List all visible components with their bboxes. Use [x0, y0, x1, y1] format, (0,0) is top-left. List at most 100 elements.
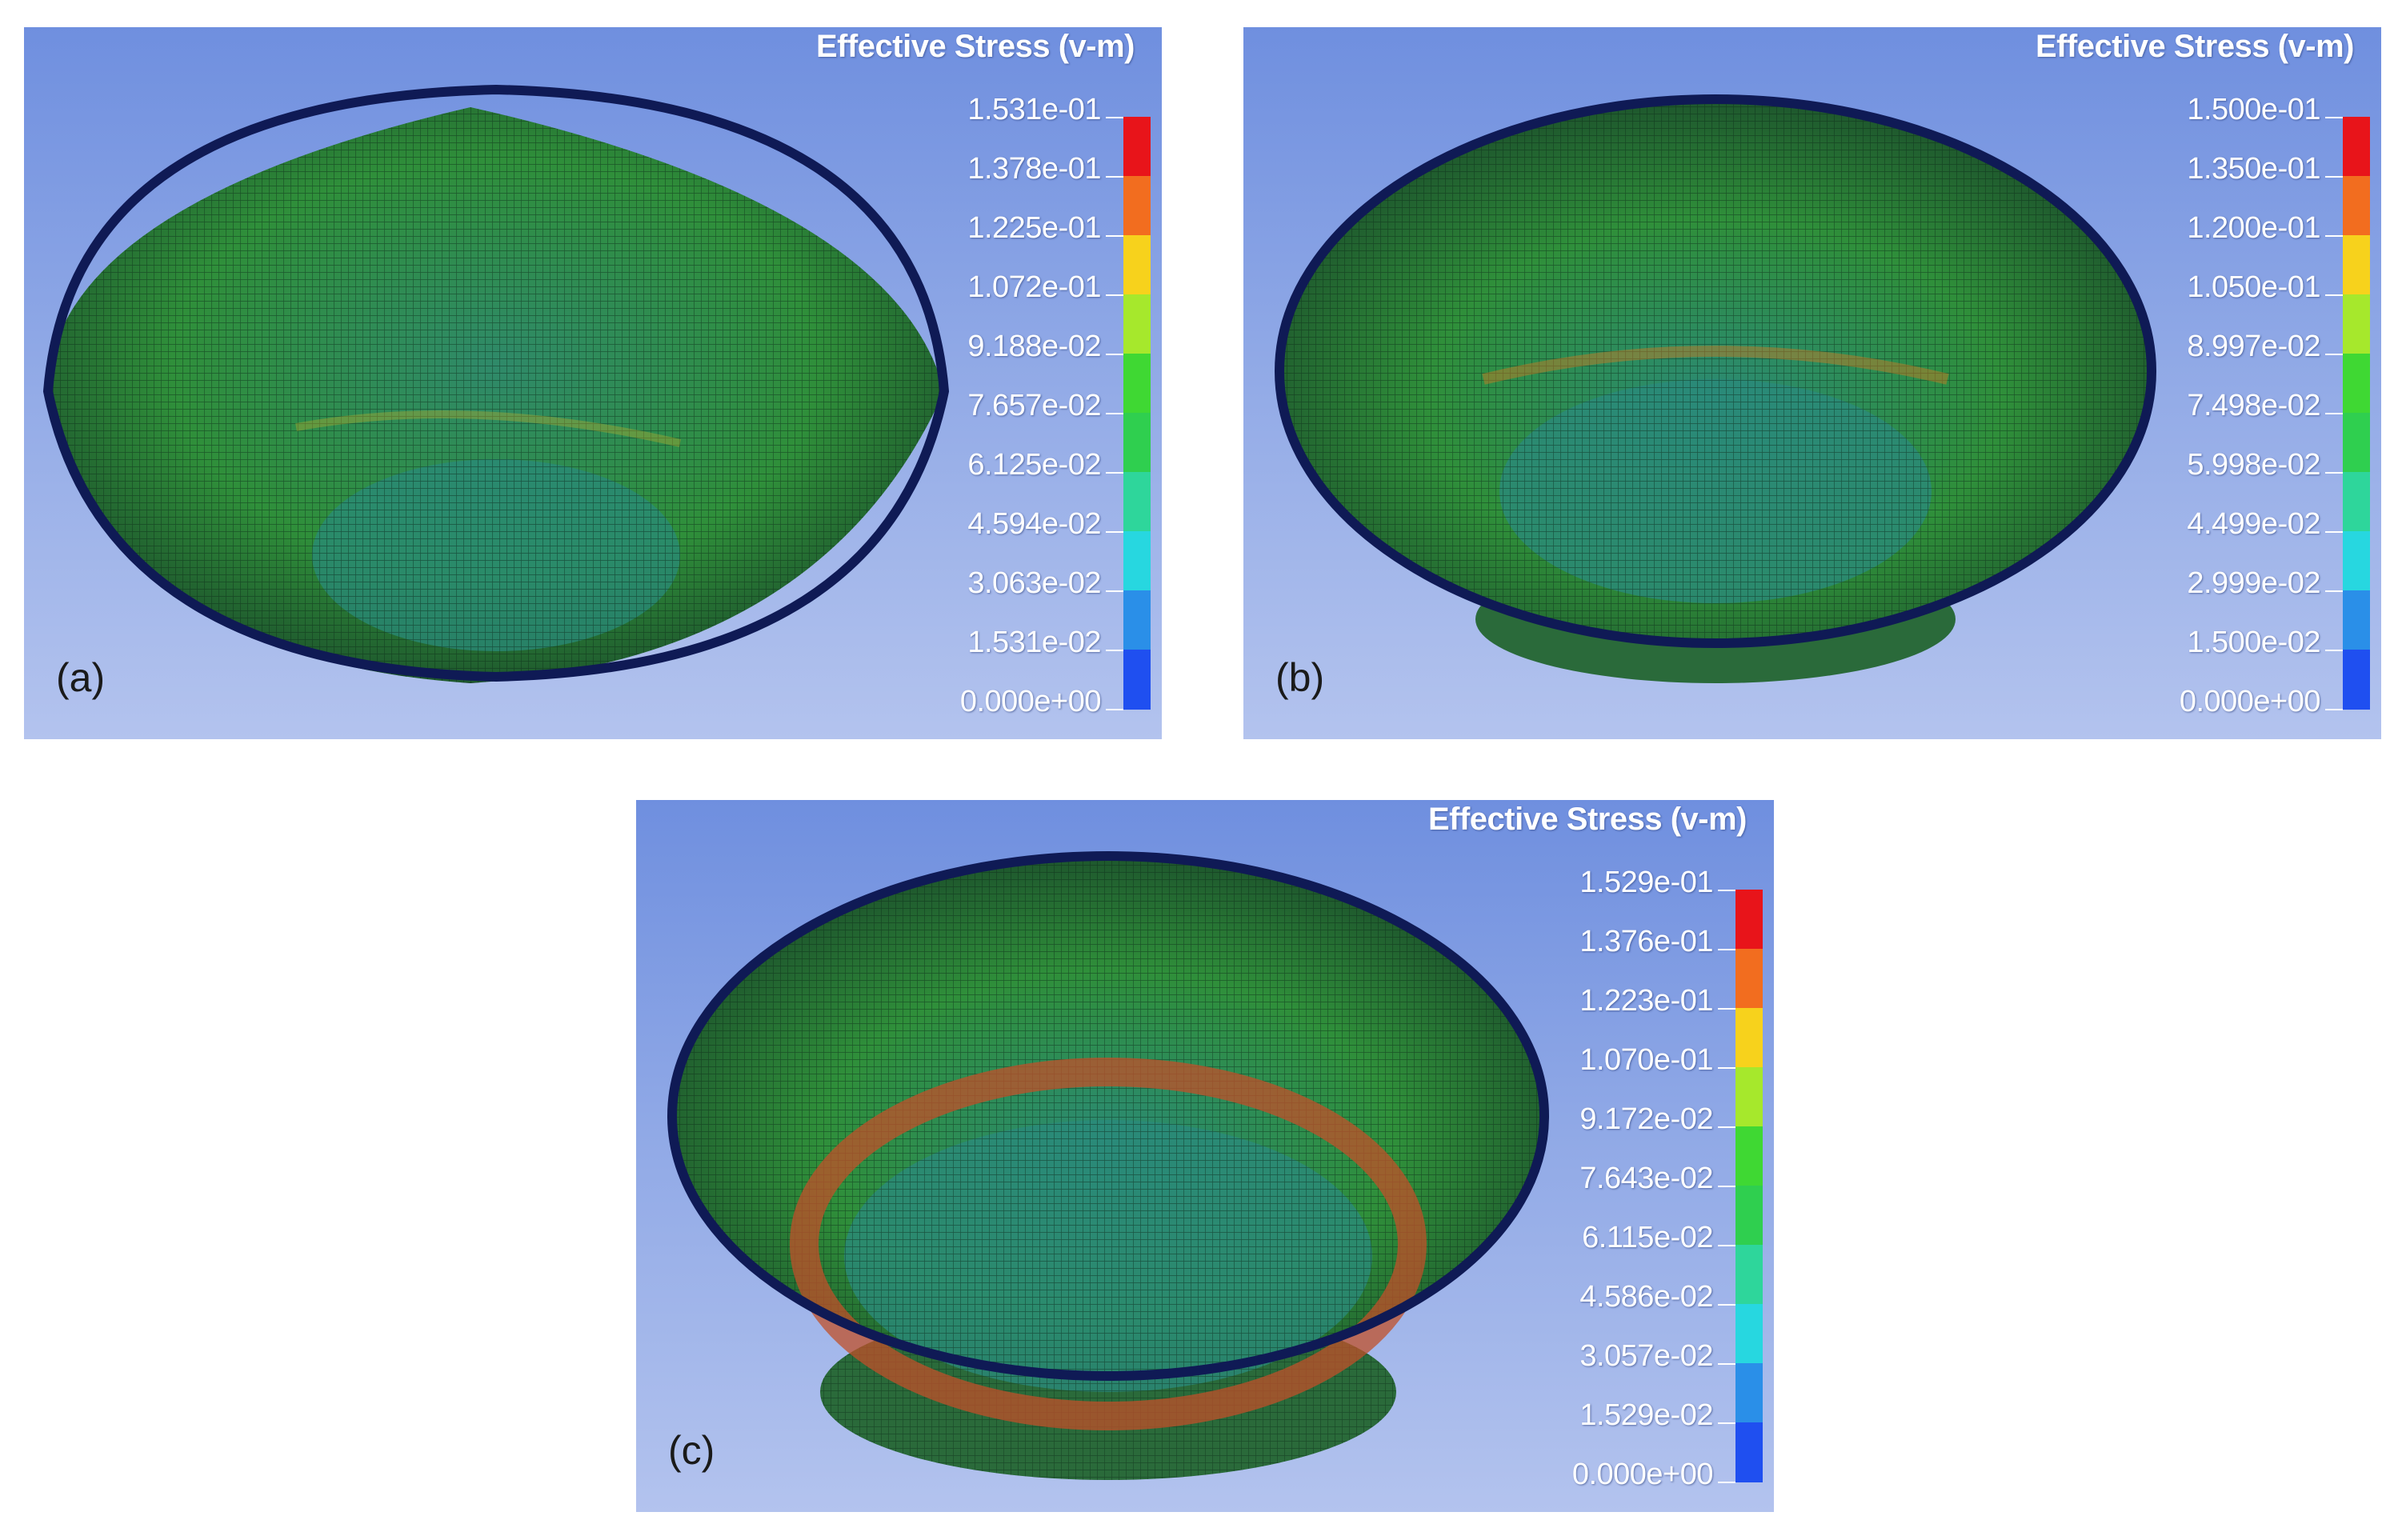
colorbar [2343, 117, 2370, 710]
colorbar-segment [1123, 176, 1151, 236]
colorbar-segment [2343, 472, 2370, 532]
colorbar-tick-mark [2325, 413, 2343, 414]
colorbar-tick-mark [1106, 650, 1123, 651]
panel-label: (a) [56, 655, 106, 700]
colorbar-segment [1735, 1126, 1763, 1186]
colorbar-tick-label: 4.499e-02 [2187, 506, 2320, 541]
colorbar-tick-label: 1.050e-01 [2187, 270, 2320, 304]
colorbar-tick-mark [2325, 294, 2343, 296]
colorbar-segment [1735, 1245, 1763, 1305]
colorbar-tick-mark [1718, 1126, 1735, 1128]
bowl-model-a [42, 84, 950, 683]
colorbar-segment [2343, 413, 2370, 473]
colorbar-tick-label: 1.376e-01 [1579, 924, 1713, 958]
colorbar-tick-label: 5.998e-02 [2187, 447, 2320, 482]
colorbar-tick-label: 1.531e-02 [967, 625, 1101, 659]
colorbar-segment [1735, 890, 1763, 950]
colorbar-tick-label: 0.000e+00 [959, 684, 1102, 718]
colorbar-tick-label: 6.115e-02 [1582, 1220, 1713, 1254]
colorbar-tick-label: 1.378e-01 [967, 151, 1101, 186]
colorbar-tick-label: 9.172e-02 [1579, 1102, 1713, 1136]
legend-title: Effective Stress (v-m) [2035, 29, 2355, 64]
colorbar-segment [1123, 294, 1151, 354]
colorbar-tick-label: 7.498e-02 [2187, 388, 2320, 422]
panel-b: Effective Stress (v-m) (b) 1.500e-01 1.35… [1243, 27, 2381, 739]
colorbar-tick-label: 1.531e-01 [967, 92, 1101, 126]
colorbar-tick-mark [1718, 1008, 1735, 1010]
colorbar-tick-mark [2325, 531, 2343, 533]
colorbar-tick-label: 1.225e-01 [967, 210, 1101, 245]
colorbar-segment [2343, 235, 2370, 295]
colorbar-tick-mark [2325, 354, 2343, 355]
colorbar [1123, 117, 1151, 710]
colorbar-tick-label: 8.997e-02 [2187, 329, 2320, 363]
colorbar-tick-mark [1718, 1304, 1735, 1306]
colorbar-tick-label: 1.529e-02 [1579, 1398, 1713, 1432]
panel-label: (b) [1275, 655, 1325, 700]
colorbar-segment [1123, 650, 1151, 710]
colorbar-tick-mark [1718, 1422, 1735, 1424]
colorbar-tick-mark [1718, 1363, 1735, 1365]
colorbar-segment [1123, 235, 1151, 295]
legend-title: Effective Stress (v-m) [815, 29, 1135, 64]
colorbar-tick-mark [2325, 709, 2343, 710]
colorbar-tick-mark [1106, 590, 1123, 592]
panel-label: (c) [668, 1428, 715, 1473]
colorbar-tick-mark [1718, 1067, 1735, 1069]
colorbar-tick-mark [1106, 531, 1123, 533]
colorbar-tick-mark [1106, 354, 1123, 355]
colorbar-tick-mark [1106, 117, 1123, 118]
colorbar-tick-mark [1106, 709, 1123, 710]
colorbar-tick-mark [1106, 235, 1123, 237]
colorbar-segment [2343, 294, 2370, 354]
colorbar-segment [2343, 117, 2370, 177]
panel-a: Effective Stress (v-m) (a) 1.531e-01 1.37… [24, 27, 1162, 739]
colorbar-tick-label: 1.350e-01 [2187, 151, 2320, 186]
colorbar-tick-mark [1718, 1245, 1735, 1246]
colorbar-tick-label: 2.999e-02 [2187, 566, 2320, 600]
colorbar-segment [1735, 1008, 1763, 1068]
bowl-model-c [667, 851, 1549, 1480]
colorbar-segment [2343, 650, 2370, 710]
colorbar [1735, 890, 1763, 1482]
colorbar-tick-label: 1.529e-01 [1579, 865, 1713, 899]
colorbar-segment [1735, 1067, 1763, 1127]
colorbar-tick-label: 0.000e+00 [1571, 1457, 1714, 1491]
colorbar-tick-mark [1106, 176, 1123, 178]
colorbar-segment [1123, 590, 1151, 650]
colorbar-tick-mark [1718, 890, 1735, 891]
colorbar-tick-label: 9.188e-02 [967, 329, 1101, 363]
colorbar-segment [1735, 1422, 1763, 1482]
colorbar-tick-mark [2325, 590, 2343, 592]
colorbar-tick-label: 6.125e-02 [967, 447, 1101, 482]
colorbar-tick-label: 1.200e-01 [2187, 210, 2320, 245]
colorbar-tick-mark [2325, 176, 2343, 178]
colorbar-tick-label: 7.657e-02 [967, 388, 1101, 422]
panel-c: Effective Stress (v-m) (c) 1.529e-01 1.37… [636, 800, 1774, 1512]
colorbar-tick-label: 7.643e-02 [1579, 1161, 1713, 1195]
bowl-model-b [1275, 94, 2156, 683]
colorbar-segment [1123, 354, 1151, 414]
colorbar-tick-label: 1.072e-01 [967, 270, 1101, 304]
legend-title: Effective Stress (v-m) [1427, 802, 1747, 837]
colorbar-segment [2343, 354, 2370, 414]
colorbar-segment [2343, 590, 2370, 650]
colorbar-tick-mark [1718, 949, 1735, 950]
colorbar-tick-mark [1718, 1186, 1735, 1187]
colorbar-tick-mark [1106, 413, 1123, 414]
colorbar-tick-label: 1.500e-02 [2187, 625, 2320, 659]
colorbar-segment [1735, 949, 1763, 1009]
colorbar-segment [1123, 413, 1151, 473]
colorbar-segment [1735, 1363, 1763, 1423]
colorbar-tick-label: 1.223e-01 [1579, 983, 1713, 1018]
colorbar-segment [1735, 1304, 1763, 1364]
colorbar-tick-label: 1.500e-01 [2187, 92, 2320, 126]
colorbar-tick-label: 3.063e-02 [967, 566, 1101, 600]
colorbar-tick-mark [1106, 472, 1123, 474]
colorbar-segment [2343, 531, 2370, 591]
colorbar-tick-mark [1106, 294, 1123, 296]
colorbar-tick-mark [2325, 472, 2343, 474]
colorbar-segment [1123, 531, 1151, 591]
colorbar-segment [1123, 117, 1151, 177]
colorbar-tick-mark [2325, 117, 2343, 118]
